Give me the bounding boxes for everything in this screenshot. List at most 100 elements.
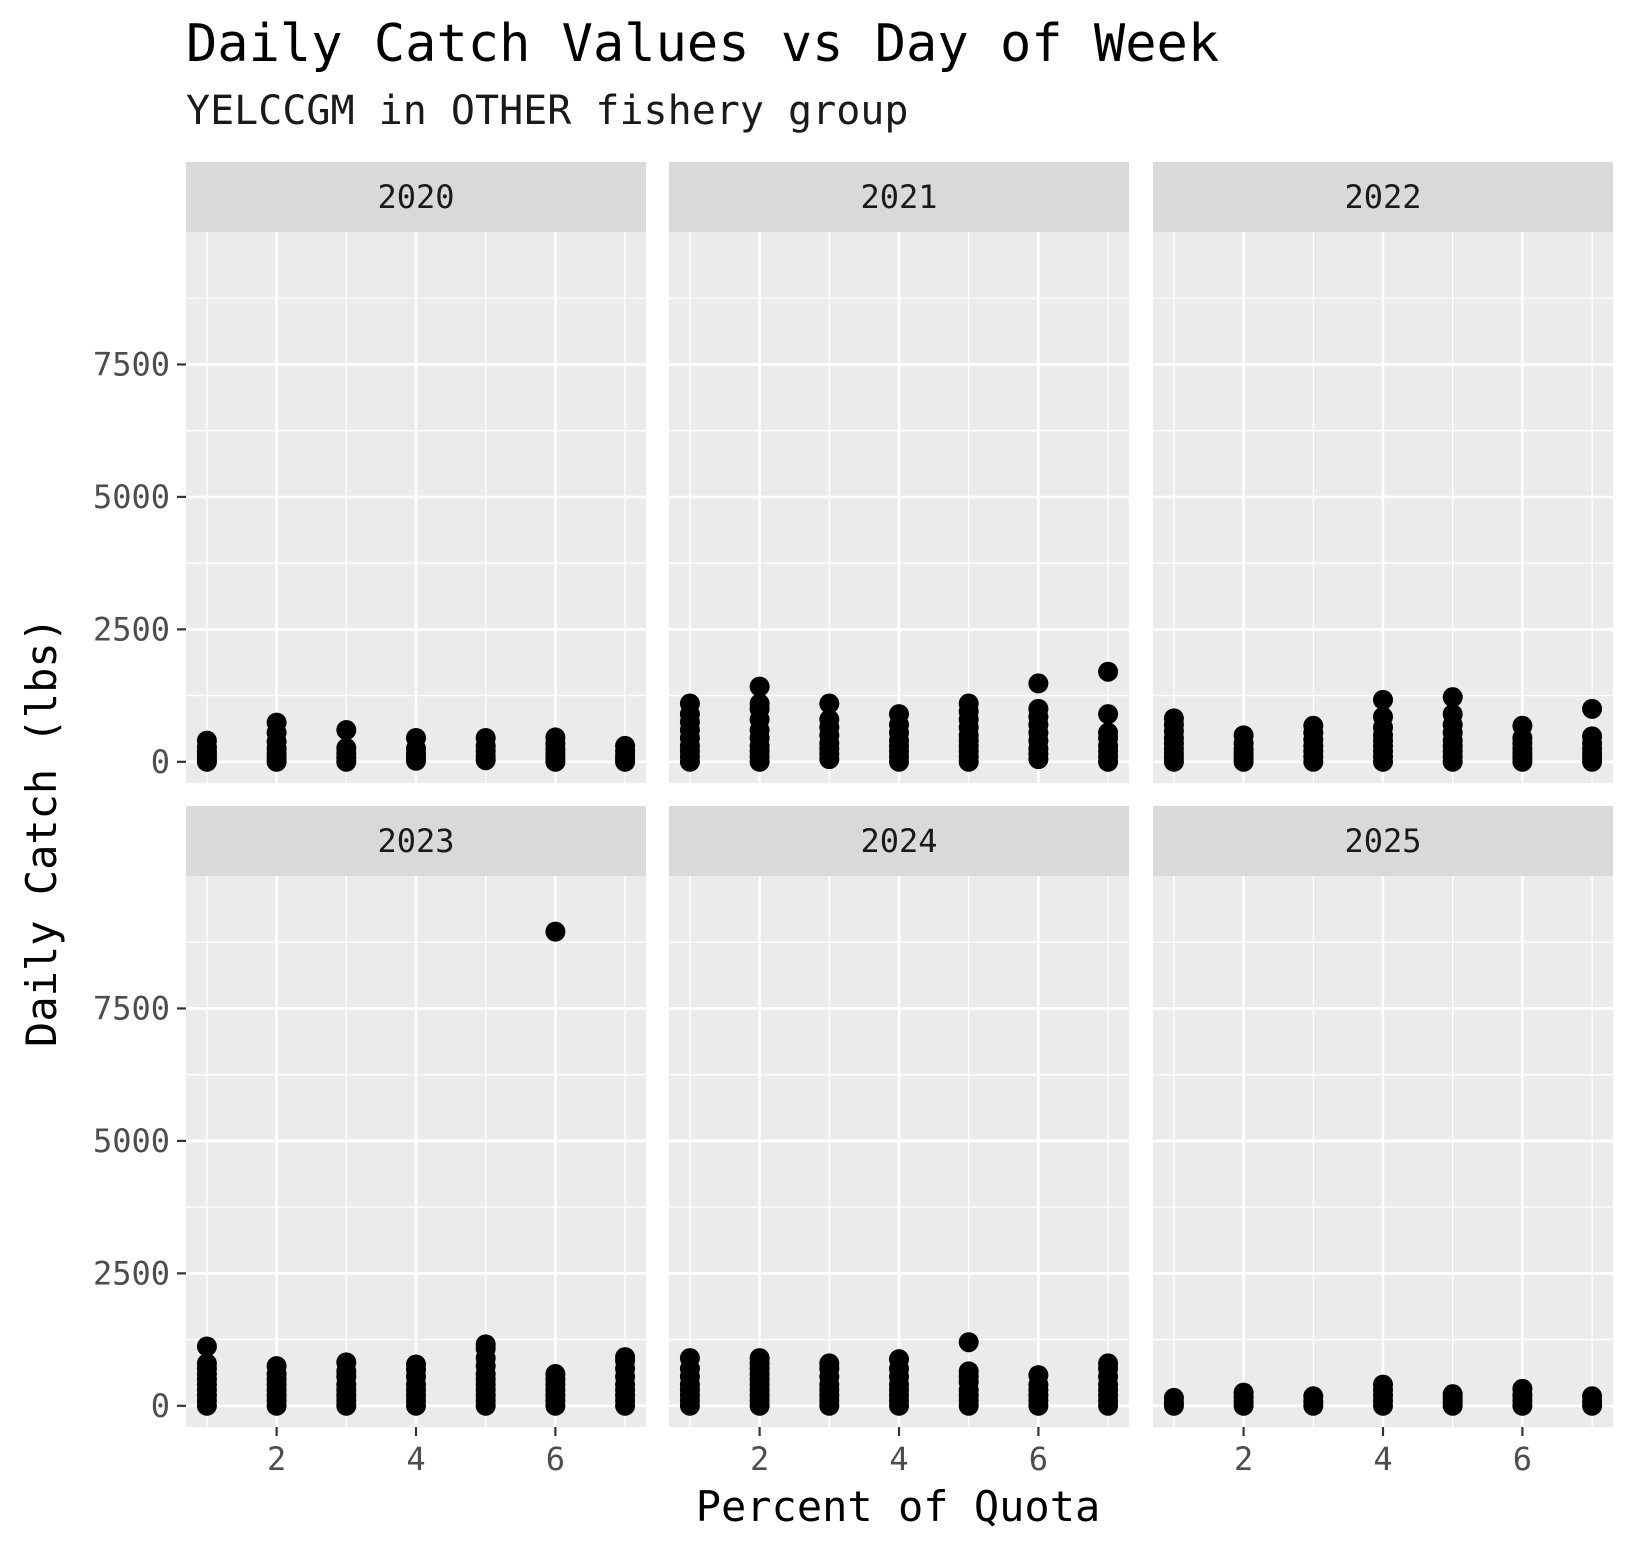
data-point — [1098, 722, 1119, 743]
x-tick-label: 6 — [1513, 1440, 1532, 1478]
data-point — [615, 735, 636, 756]
data-point — [749, 1348, 770, 1369]
chart-title: Daily Catch Values vs Day of Week — [186, 14, 1220, 74]
data-point — [819, 693, 840, 714]
data-point — [1582, 698, 1603, 719]
data-point — [958, 1332, 979, 1353]
data-point — [196, 1336, 217, 1357]
y-axis-title: Daily Catch (lbs) — [17, 617, 66, 1047]
x-tick-label: 2 — [1234, 1440, 1253, 1478]
y-tick-label: 2500 — [93, 610, 170, 648]
data-point — [1373, 706, 1393, 727]
data-point — [196, 730, 217, 751]
data-points — [1163, 1374, 1603, 1416]
facet-strip — [1153, 162, 1613, 232]
data-point — [1582, 726, 1603, 747]
x-axis-title: Percent of Quota — [696, 1482, 1101, 1531]
data-point — [749, 676, 770, 697]
data-point — [475, 1334, 496, 1355]
data-point — [1028, 698, 1049, 719]
facet-panel-2024: 2024 — [669, 806, 1129, 1427]
data-points — [196, 921, 636, 1416]
facet-strip — [186, 162, 646, 232]
data-point — [336, 720, 357, 741]
data-point — [196, 1353, 217, 1374]
x-tick-label: 2 — [750, 1440, 769, 1478]
data-point — [545, 921, 566, 942]
facet-panel-2022: 2022 — [1153, 162, 1613, 783]
y-tick-label: 0 — [151, 743, 170, 781]
data-point — [1233, 1382, 1254, 1403]
axes-layer: 0 2500 5000 7500 0 2500 5000 7500 2 4 6 2 4 6 2 4 6 — [93, 345, 1532, 1478]
data-point — [958, 693, 979, 714]
y-tick-label: 5000 — [93, 1122, 170, 1160]
facet-strip-label: 2022 — [1344, 178, 1421, 216]
data-point — [266, 1356, 287, 1377]
facets-layer: 2020 2021 2022 2023 2024 2025 — [186, 162, 1613, 1427]
x-tick-label: 6 — [1029, 1440, 1048, 1478]
x-tick-label: 6 — [546, 1440, 565, 1478]
facet-panel-2021: 2021 — [669, 162, 1129, 783]
data-point — [1028, 673, 1049, 694]
data-point — [819, 1353, 840, 1374]
data-point — [475, 727, 496, 748]
data-point — [1442, 1384, 1463, 1405]
data-point — [1303, 715, 1324, 736]
data-point — [1373, 1374, 1393, 1395]
x-tick-label: 4 — [406, 1440, 425, 1478]
facet-strip — [669, 162, 1129, 232]
data-point — [1163, 1387, 1184, 1408]
data-point — [1442, 687, 1463, 708]
data-point — [1303, 1386, 1324, 1407]
data-point — [336, 1352, 357, 1373]
data-point — [406, 727, 426, 748]
x-tick-label: 2 — [267, 1440, 286, 1478]
data-point — [615, 1347, 636, 1368]
y-tick-label: 7500 — [93, 345, 170, 383]
data-points — [679, 661, 1119, 772]
facet-panel-2020: 2020 — [186, 162, 646, 783]
facet-strip-label: 2023 — [377, 822, 454, 860]
data-point — [545, 1364, 566, 1385]
data-point — [1028, 1365, 1049, 1386]
data-point — [889, 704, 909, 725]
data-point — [889, 1349, 909, 1370]
x-tick-label: 4 — [889, 1440, 908, 1478]
facet-strip — [186, 806, 646, 876]
data-point — [1163, 708, 1184, 729]
data-point — [1512, 1378, 1533, 1399]
x-tick-label: 4 — [1373, 1440, 1392, 1478]
facet-strip-label: 2025 — [1344, 822, 1421, 860]
data-point — [679, 1348, 700, 1369]
data-points — [1163, 687, 1603, 772]
y-tick-label: 0 — [151, 1387, 170, 1425]
data-point — [1098, 704, 1119, 725]
data-point — [1373, 689, 1393, 710]
y-tick-label: 7500 — [93, 989, 170, 1027]
facet-panel-2023: 2023 — [186, 806, 646, 1427]
data-point — [406, 1354, 426, 1375]
y-tick-label: 2500 — [93, 1254, 170, 1292]
y-tick-label: 5000 — [93, 478, 170, 516]
data-point — [1582, 1386, 1603, 1407]
data-point — [819, 709, 840, 730]
data-point — [1442, 704, 1463, 725]
facet-strip — [1153, 806, 1613, 876]
facet-strip-label: 2021 — [860, 178, 937, 216]
data-point — [1233, 725, 1254, 746]
data-point — [749, 693, 770, 714]
data-point — [958, 1361, 979, 1382]
data-point — [336, 738, 357, 759]
data-point — [1098, 1353, 1119, 1374]
data-point — [266, 712, 287, 733]
facet-strip-label: 2020 — [377, 178, 454, 216]
chart-subtitle: YELCCGM in OTHER fishery group — [186, 88, 909, 134]
facet-strip-label: 2024 — [860, 822, 937, 860]
data-point — [1098, 661, 1119, 682]
data-point — [679, 693, 700, 714]
data-point — [545, 727, 566, 748]
facet-panel-2025: 2025 — [1153, 806, 1613, 1427]
data-point — [1512, 715, 1533, 736]
data-points — [679, 1332, 1119, 1416]
